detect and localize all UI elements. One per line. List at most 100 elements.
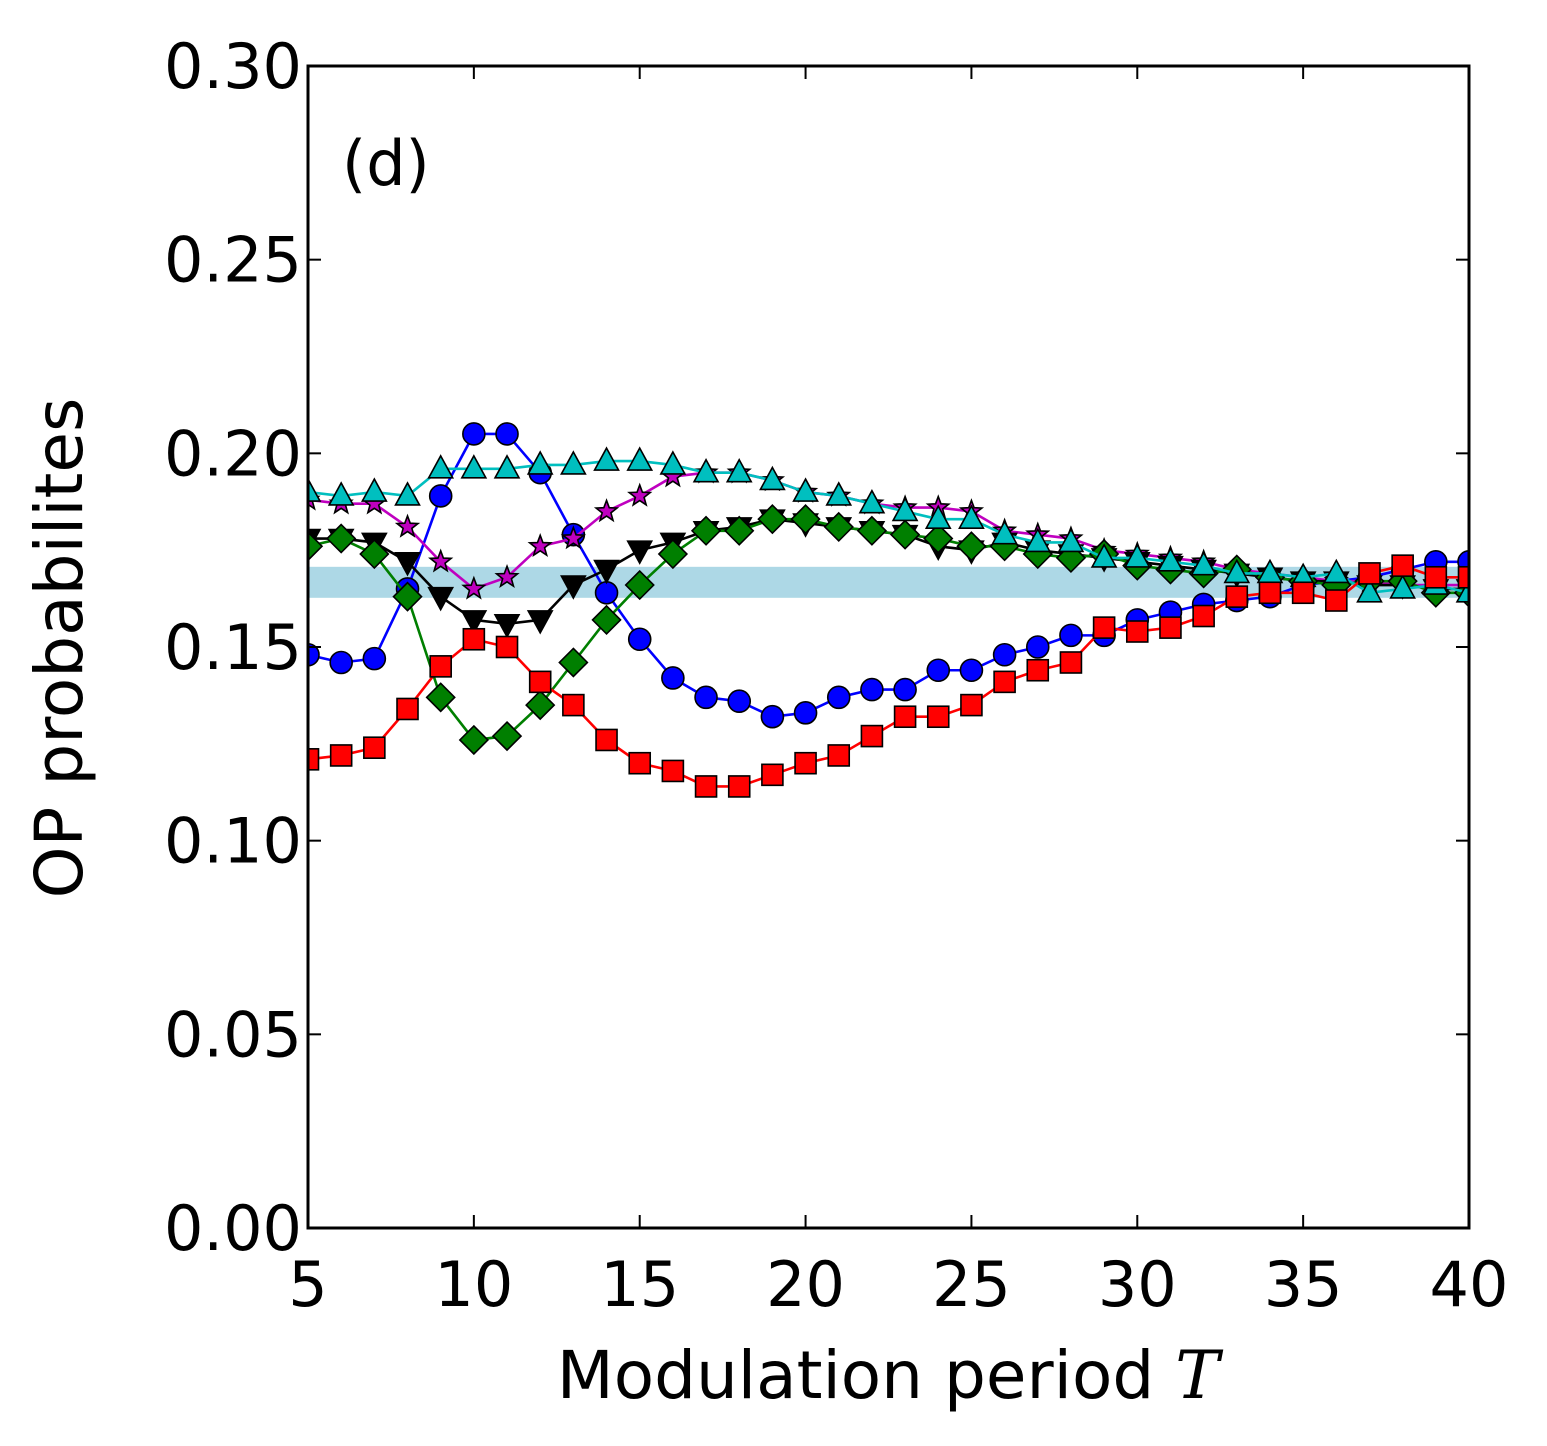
data-point-circle [661,666,685,690]
data-point-circle [959,658,984,683]
data-point-diamond [690,515,722,546]
data-point-triangle-up [327,481,355,506]
x-axis-label: Modulation period T [557,1337,1224,1414]
data-point-diamond [790,504,821,535]
data-point-diamond [724,515,755,546]
data-point-circle [1025,635,1050,659]
data-point-square [396,697,419,721]
data-point-circle [1059,623,1083,648]
data-point-square [1391,554,1414,577]
data-point-triangle-down [493,613,521,639]
y-tick-label: 0.10 [164,805,302,878]
data-point-square [1159,616,1182,639]
data-point-diamond [591,604,622,636]
data-point-star [627,482,653,507]
data-point-triangle-down [560,575,587,600]
data-point-triangle-up [1123,543,1151,568]
data-point-circle [893,677,917,702]
data-point-square [727,775,751,798]
data-point-diamond [392,581,423,612]
data-point-square [429,655,452,678]
data-point-diamond [889,519,921,550]
y-tick-label: 0.05 [164,998,302,1071]
data-point-square [528,670,552,694]
x-tick-label: 20 [766,1248,845,1321]
data-point-triangle-up [825,481,853,506]
data-point-circle [329,650,353,675]
data-point-diamond [458,724,489,756]
data-point-star [494,563,520,589]
data-point-triangle-up [924,504,952,529]
data-point-square [308,748,320,771]
data-point-diamond [823,511,854,543]
data-point-triangle-up [692,458,720,483]
data-point-triangle-up [1090,543,1118,568]
data-point-circle [462,422,486,446]
data-point-circle [760,704,785,729]
y-tick-labels: 0.00 0.05 0.10 0.15 0.20 0.25 0.30 [164,30,302,1265]
y-tick-label: 0.25 [164,224,302,297]
data-point-square [1424,565,1448,589]
data-point-triangle-up [958,504,985,529]
y-tick-label: 0.20 [164,417,302,490]
data-point-circle [694,685,718,710]
x-tick-label: 5 [288,1248,327,1321]
data-point-diamond [525,689,556,721]
data-point-circle [793,701,818,725]
data-point-circle [308,642,320,667]
data-point-square [860,724,884,748]
data-point-diamond [757,504,788,535]
data-point-triangle-up [626,446,654,471]
data-point-circle [860,677,884,702]
data-point-triangle-up [659,450,687,475]
data-point-diamond [558,647,589,678]
data-point-square [595,728,618,752]
data-point-circle [594,580,619,605]
data-point-square [1291,581,1315,605]
data-point-star [428,548,454,573]
x-tick-label: 10 [434,1248,513,1321]
data-point-triangle-up [394,481,421,506]
data-point-triangle-down [626,540,654,565]
data-point-triangle-up [792,477,819,502]
series-group [308,422,1469,798]
data-point-triangle-up [1190,550,1217,576]
data-point-triangle-up [891,496,919,522]
data-point-square [761,763,784,787]
data-point-square [1358,562,1381,585]
data-point-triangle-up [1322,558,1350,584]
data-point-triangle-down [427,586,455,612]
data-point-triangle-down [526,610,554,635]
y-axis-label: OP probabilites [21,398,98,899]
data-point-triangle-up [1157,547,1184,572]
data-point-triangle-up [360,477,388,502]
data-point-square [1192,604,1215,628]
data-point-square [562,693,585,717]
data-point-diamond [856,515,888,546]
data-point-triangle-up [1356,578,1383,603]
data-point-square [1457,565,1469,589]
data-point-triangle-down [394,551,421,577]
data-point-square [794,751,817,775]
data-point-triangle-up [1223,558,1251,584]
data-point-square [628,751,652,775]
x-tick-label: 15 [600,1248,679,1321]
data-point-square [694,775,718,798]
data-point-square [363,736,386,760]
data-point-triangle-up [560,450,587,475]
data-point-triangle-up [493,454,521,479]
y-tick-label: 0.15 [164,611,302,684]
x-tick-label: 40 [1430,1248,1509,1321]
x-tick-labels: 5 10 15 20 25 30 35 40 [288,1248,1508,1321]
series-red-square [308,554,1469,798]
data-point-star [527,532,553,558]
data-point-diamond [425,682,456,713]
data-point-diamond [491,720,523,752]
data-point-square [1225,585,1249,608]
data-point-triangle-up [725,458,753,483]
data-point-triangle-up [593,446,620,471]
data-point-circle [727,689,752,714]
data-point-triangle-down [593,559,620,585]
data-point-triangle-up [1057,527,1085,553]
data-point-circle [495,422,519,446]
